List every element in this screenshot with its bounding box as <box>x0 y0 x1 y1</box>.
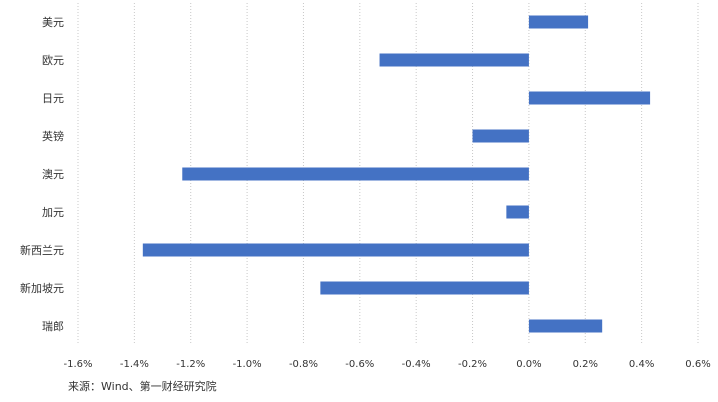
x-tick-label: -1.2% <box>176 359 205 370</box>
category-label: 英镑 <box>42 129 64 143</box>
category-label: 新西兰元 <box>20 243 64 257</box>
bar <box>506 205 529 219</box>
x-tick-label: -1.6% <box>63 359 92 370</box>
bar <box>142 243 529 257</box>
category-label: 日元 <box>42 92 64 105</box>
x-tick-label: -0.4% <box>402 359 431 370</box>
x-tick-label: 0.0% <box>516 359 541 370</box>
x-tick-label: -0.8% <box>289 359 318 370</box>
x-axis-tick-labels: -1.6% -1.4% -1.2% -1.0% -0.8% -0.6% -0.4% -0.2%… <box>63 359 710 370</box>
bar <box>528 91 651 105</box>
x-tick-label: -1.0% <box>233 359 262 370</box>
x-tick-label: -1.4% <box>120 359 149 370</box>
bar <box>528 15 589 29</box>
bar <box>528 319 603 333</box>
category-label: 瑞郎 <box>42 319 64 333</box>
x-tick-label: -0.2% <box>458 359 487 370</box>
bar <box>379 53 529 67</box>
bar <box>182 167 529 181</box>
x-tick-label: 0.4% <box>629 359 654 370</box>
bar <box>472 129 529 143</box>
bars <box>142 15 651 333</box>
category-label: 美元 <box>42 16 64 29</box>
source-note: 来源：Wind、第一财经研究院 <box>68 380 217 393</box>
category-label: 新加坡元 <box>20 281 64 295</box>
category-label: 澳元 <box>42 168 64 181</box>
category-label: 加元 <box>42 206 64 219</box>
x-tick-label: 0.6% <box>685 359 710 370</box>
x-tick-label: -0.6% <box>345 359 374 370</box>
x-tick-label: 0.2% <box>573 359 598 370</box>
bar <box>320 281 529 295</box>
category-label: 欧元 <box>42 54 64 67</box>
